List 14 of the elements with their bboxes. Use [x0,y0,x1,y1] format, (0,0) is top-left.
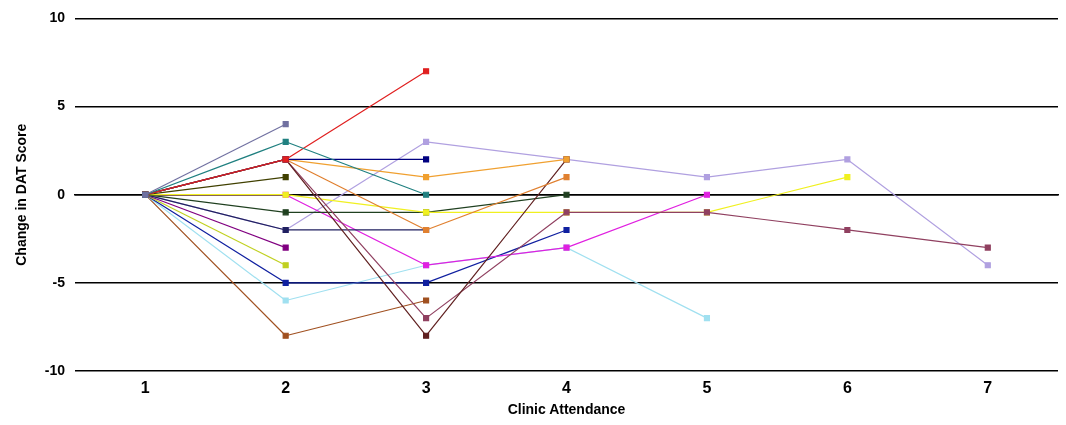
x-tick-label: 6 [842,379,852,397]
x-tick-label: 2 [281,379,291,397]
x-tick-label: 7 [983,379,993,397]
x-tick-label: 5 [702,379,712,397]
y-tick-label: 10 [49,9,66,26]
y-tick-label: -10 [44,361,66,378]
y-tick-label: -5 [52,273,66,290]
y-axis-title: Change in DAT Score [13,123,30,266]
y-tick-label: 0 [57,185,66,202]
y-tick-label: 5 [57,97,66,114]
x-tick-label: 1 [140,379,150,397]
x-tick-label: 4 [562,379,572,397]
x-tick-label: 3 [421,379,431,397]
x-axis-title: Clinic Attendance [507,400,626,417]
